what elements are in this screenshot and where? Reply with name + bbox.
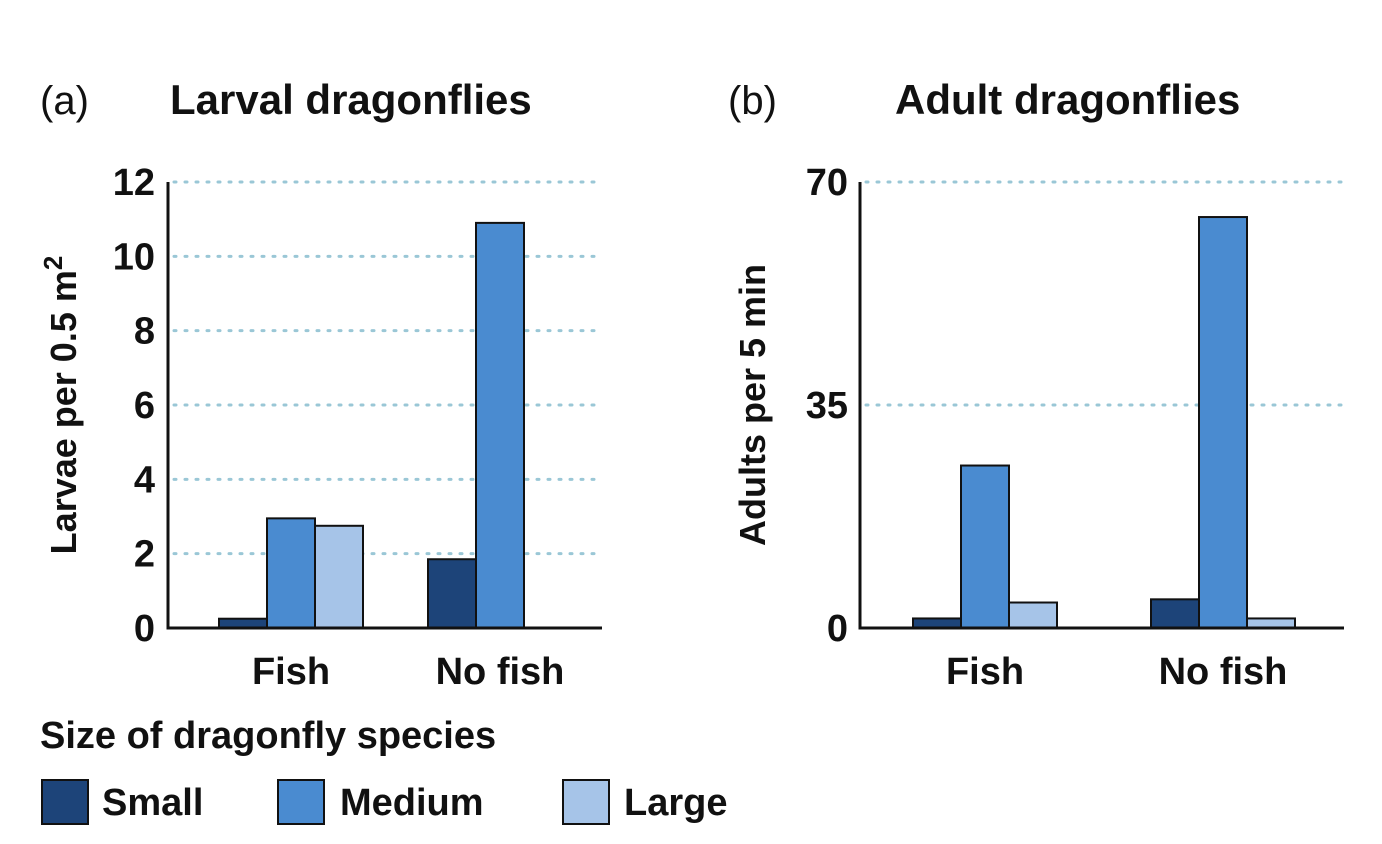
- y-tick-label-larval-2: 2: [134, 534, 155, 576]
- panel-title-adult: Adult dragonflies: [895, 76, 1240, 123]
- panel-adult: (b) Adult dragonflies Adults per 5 min 0…: [728, 76, 1346, 693]
- y-axis-label-larval-text: Larvae per 0.5 m: [43, 270, 84, 554]
- y-axis-label-larval: Larvae per 0.5 m2: [38, 256, 84, 555]
- legend-label-medium: Medium: [340, 782, 484, 824]
- y-tick-label-larval-8: 8: [134, 311, 155, 353]
- y-tick-label-larval-6: 6: [134, 385, 155, 427]
- bar-adult-no-fish-small: [1150, 598, 1200, 629]
- legend-label-large: Large: [624, 782, 727, 824]
- panel-title-larval: Larval dragonflies: [170, 76, 532, 123]
- bar-larval-no-fish-medium: [475, 221, 525, 629]
- x-category-label-larval-fish: Fish: [252, 651, 330, 693]
- y-axis-label-larval-superscript: 2: [38, 256, 68, 270]
- y-tick-label-larval-10: 10: [113, 236, 155, 278]
- y-tick-label-larval-4: 4: [134, 459, 155, 501]
- legend-title: Size of dragonfly species: [40, 715, 496, 757]
- y-tick-label-adult-0: 0: [827, 608, 848, 650]
- x-category-label-larval-no-fish: No fish: [436, 651, 565, 693]
- y-axis-label-adult: Adults per 5 min: [732, 264, 773, 546]
- bar-adult-fish-medium: [960, 464, 1010, 629]
- panel-letter-a: (a): [40, 79, 89, 123]
- y-tick-label-larval-12: 12: [113, 162, 155, 204]
- y-tick-label-larval-0: 0: [134, 608, 155, 650]
- bar-adult-fish-large: [1008, 601, 1058, 629]
- legend-swatch-large: [562, 779, 610, 825]
- x-category-label-adult-no-fish: No fish: [1159, 651, 1288, 693]
- y-tick-label-adult-70: 70: [806, 162, 848, 204]
- legend-swatch-small: [41, 779, 89, 825]
- bar-larval-fish-medium: [266, 517, 316, 630]
- y-tick-label-adult-35: 35: [806, 385, 848, 427]
- legend-label-small: Small: [102, 782, 203, 824]
- legend: Size of dragonfly species Small Medium L…: [40, 715, 727, 825]
- x-category-label-adult-fish: Fish: [946, 651, 1024, 693]
- panel-letter-b: (b): [728, 79, 777, 123]
- bar-adult-no-fish-medium: [1198, 216, 1248, 630]
- bar-larval-no-fish-small: [427, 558, 477, 629]
- bar-larval-fish-large: [314, 524, 364, 630]
- legend-swatch-medium: [277, 779, 325, 825]
- panel-larval: (a) Larval dragonflies Larvae per 0.5 m2…: [38, 76, 604, 693]
